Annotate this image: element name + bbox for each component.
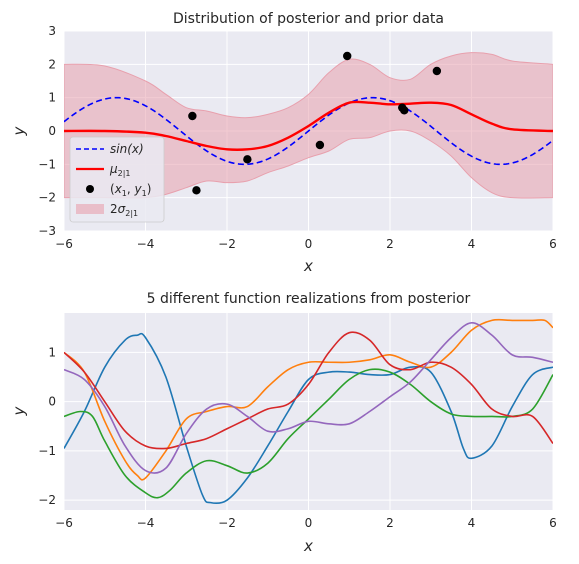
x-tick-label: −4	[137, 237, 155, 251]
realization-line-2	[64, 318, 553, 481]
legend-label-mean: μ2|1	[109, 162, 131, 178]
realization-line-4	[64, 331, 553, 450]
y-tick-label: −3	[38, 224, 56, 238]
x-tick-label: 6	[549, 516, 557, 530]
chart-bottom: −6 −4 −2 0 2 4 6 −2 −1 0 1 5 different function re…	[10, 291, 557, 555]
points-layer-top	[188, 51, 442, 195]
observation-point	[188, 111, 197, 121]
y-tick-label: −2	[38, 191, 56, 205]
observation-point	[432, 66, 442, 76]
x-tick-label: 2	[386, 237, 394, 251]
observation-point	[343, 51, 352, 61]
y-tick-label: 0	[48, 124, 56, 138]
posterior-mean-line	[64, 100, 553, 151]
y-tick-label: −2	[38, 493, 56, 507]
legend-frame	[69, 136, 165, 223]
realization-line-1	[64, 332, 553, 505]
legend-swatch-band	[76, 204, 104, 214]
x-tick-label: 4	[468, 237, 476, 251]
y-tick-label: 0	[48, 395, 56, 409]
chart-top: −6 −4 −2 0 2 4 6 −3 −2 −1 0 1 2 3 Distribution of pos…	[10, 11, 557, 275]
x-tick-label: 6	[549, 237, 557, 251]
x-tick-label: −6	[55, 516, 73, 530]
y-axis-label-bottom: y	[10, 405, 28, 416]
chart-title-top: Distribution of posterior and prior data	[173, 11, 444, 27]
x-tick-label: 4	[468, 516, 476, 530]
x-tick-label: −4	[137, 516, 155, 530]
y-tick-label: 1	[48, 345, 56, 359]
ticks-bottom: −6 −4 −2 0 2 4 6 −2 −1 0 1	[38, 345, 557, 530]
series-layer-bottom	[64, 318, 553, 505]
legend-label-points: (x1, y1)	[110, 182, 151, 198]
y-tick-label: 1	[48, 91, 56, 105]
observation-point	[243, 155, 252, 164]
y-tick-label: −1	[38, 157, 56, 171]
x-tick-label: −2	[218, 516, 236, 530]
chart-title-bottom: 5 different function realizations from p…	[147, 291, 471, 307]
x-axis-label-top: x	[303, 257, 313, 275]
x-axis-label-bottom: x	[303, 537, 313, 555]
grid-bottom	[63, 313, 554, 510]
y-tick-label: 2	[48, 57, 56, 71]
y-tick-label: −1	[38, 444, 56, 458]
x-tick-label: 0	[305, 237, 313, 251]
x-tick-label: 0	[305, 516, 313, 530]
x-tick-label: −2	[218, 237, 236, 251]
observation-point	[315, 140, 325, 150]
legend: sin(x) μ2|1 (x1, y1) 2σ2|1	[69, 136, 165, 223]
y-axis-label-top: y	[10, 125, 28, 136]
realization-line-3	[64, 368, 553, 499]
y-tick-label: 3	[48, 24, 56, 38]
x-tick-label: 2	[386, 516, 394, 530]
sin-curve	[64, 96, 553, 166]
x-tick-label: −6	[55, 237, 73, 251]
legend-swatch-points	[86, 185, 94, 193]
legend-label-sin: sin(x)	[110, 142, 144, 156]
ticks-top: −6 −4 −2 0 2 4 6 −3 −2 −1 0 1 2 3	[38, 24, 557, 251]
observation-point	[192, 186, 201, 195]
realization-line-5	[64, 322, 553, 474]
series-layer-top	[64, 96, 553, 166]
observation-point	[400, 106, 409, 115]
